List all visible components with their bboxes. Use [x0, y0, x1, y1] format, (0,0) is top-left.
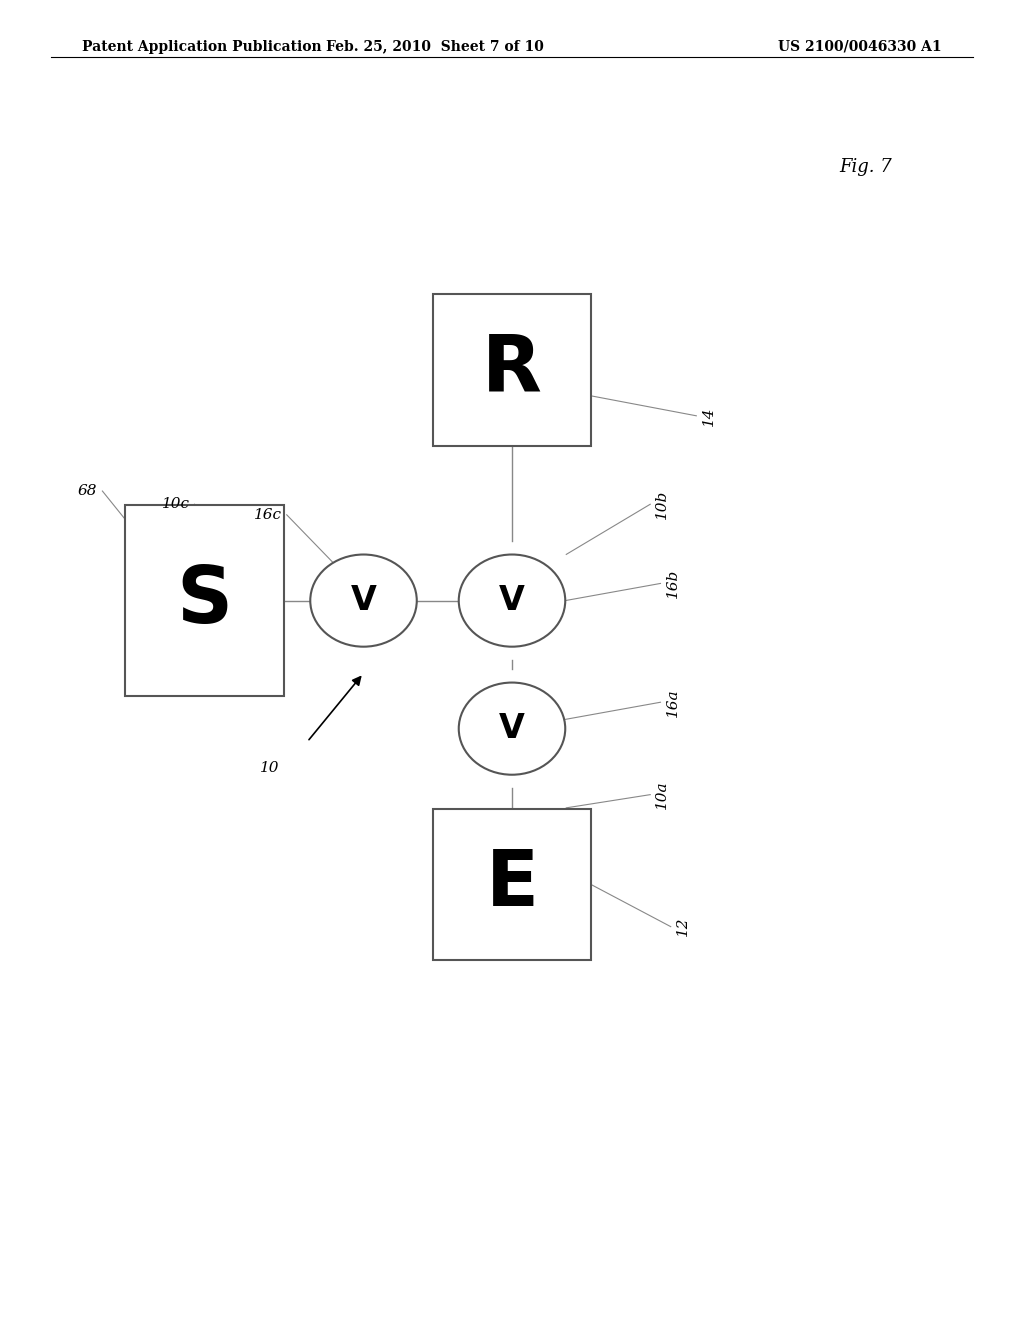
Text: US 2100/0046330 A1: US 2100/0046330 A1 [778, 40, 942, 54]
Ellipse shape [310, 554, 417, 647]
Bar [126, 504, 285, 697]
Text: V: V [350, 583, 377, 616]
Text: 68: 68 [78, 484, 97, 498]
Bar [432, 808, 592, 961]
Text: E: E [485, 846, 539, 923]
Ellipse shape [459, 554, 565, 647]
Text: 10: 10 [259, 762, 280, 775]
Text: R: R [482, 331, 542, 408]
Text: 16a: 16a [666, 688, 680, 717]
Text: Patent Application Publication: Patent Application Publication [82, 40, 322, 54]
Ellipse shape [459, 682, 565, 775]
Text: Fig. 7: Fig. 7 [840, 158, 893, 177]
Text: 14: 14 [701, 407, 716, 425]
Text: 10c: 10c [162, 498, 189, 511]
Text: V: V [499, 713, 525, 744]
Bar [432, 294, 592, 446]
Text: 16b: 16b [666, 569, 680, 598]
Text: 16c: 16c [254, 508, 282, 521]
Text: Feb. 25, 2010  Sheet 7 of 10: Feb. 25, 2010 Sheet 7 of 10 [327, 40, 544, 54]
Text: 10b: 10b [655, 490, 670, 519]
Text: S: S [177, 562, 232, 639]
Text: V: V [499, 583, 525, 616]
Text: 10a: 10a [655, 780, 670, 809]
Text: 12: 12 [676, 917, 690, 936]
